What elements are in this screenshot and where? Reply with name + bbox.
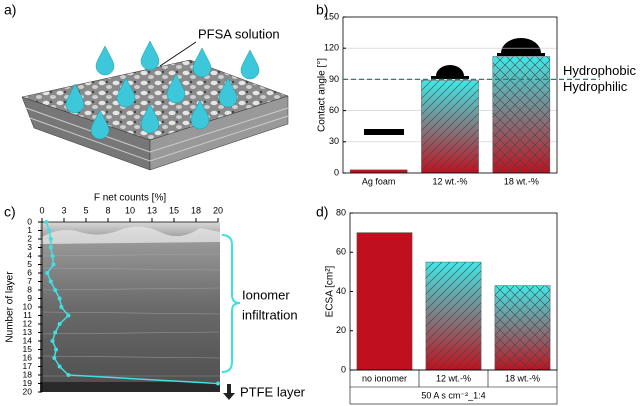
y-axis-label: ECSA [cm²]: [325, 265, 336, 317]
annotation: infiltration: [242, 307, 298, 322]
panel-label: d): [316, 204, 328, 220]
y-tick-label: 0: [341, 364, 346, 374]
profile-point: [52, 356, 57, 360]
y-tick-label: 3: [27, 242, 32, 252]
brace: [221, 234, 241, 373]
y-tick-label: 15: [23, 344, 33, 354]
y-tick-label: 11: [23, 310, 32, 320]
profile-point: [57, 364, 62, 369]
annotation: PTFE layer: [240, 384, 306, 399]
panel-label: a): [4, 2, 16, 18]
x-tick-label: 12 wt.-%: [432, 176, 467, 186]
threshold-label: Hydrophilic: [563, 79, 628, 94]
y-tick-label: 2: [27, 233, 32, 243]
y-tick-label: 120: [324, 43, 339, 53]
y-tick-label: 20: [336, 325, 346, 335]
x-tick-label: 18 wt.-%: [505, 373, 540, 383]
y-tick-label: 17: [23, 361, 33, 371]
y-tick-label: 7: [27, 276, 32, 286]
x-tick-label: 0: [39, 205, 44, 215]
profile-point: [57, 322, 62, 326]
arrow: [223, 384, 235, 400]
y-tick-label: 5: [27, 259, 32, 269]
y-tick-label: 8: [27, 284, 32, 294]
y-tick-label: 30: [329, 136, 339, 146]
bar-hatch: [492, 56, 550, 173]
threshold-label: Hydrophobic: [563, 63, 636, 78]
y-tick-label: 150: [324, 11, 339, 21]
profile-point: [216, 381, 220, 386]
x-tick-label: Ag foam: [362, 176, 396, 186]
x-axis-label: F net counts [%]: [94, 193, 166, 204]
profile-point: [50, 339, 55, 343]
panel-label: b): [316, 2, 328, 18]
annotation: Ionomer: [242, 287, 290, 302]
plot-frame: [342, 16, 558, 174]
profile-point: [66, 313, 71, 318]
profile-point: [53, 288, 58, 292]
sem-image: [39, 222, 221, 392]
y-tick-label: 9: [27, 293, 32, 303]
profile-point: [45, 271, 50, 275]
x-tick-label: 10: [125, 205, 135, 215]
y-tick-label: 4: [27, 250, 32, 260]
y-tick-label: 14: [23, 335, 33, 345]
x-tick-label: 18 wt.-%: [504, 176, 539, 186]
profile-point: [53, 330, 58, 335]
profile-point: [57, 296, 62, 301]
y-tick-label: 90: [329, 74, 339, 84]
x-tick-label: 8: [105, 205, 110, 215]
y-tick-label: 60: [329, 105, 339, 115]
y-tick-label: 0: [334, 167, 339, 177]
y-tick-label: 19: [23, 378, 33, 388]
y-axis-label: Contact angle [°]: [317, 58, 328, 132]
bar-hatch: [421, 80, 479, 173]
panel-label: c): [4, 204, 16, 220]
y-axis-label: Number of layer: [5, 271, 16, 343]
profile-point: [48, 279, 53, 284]
y-tick-label: 12: [23, 318, 33, 328]
profile-point: [54, 347, 59, 352]
x-tick-label: 15: [169, 205, 179, 215]
bar: [356, 232, 413, 371]
droplet-images: [364, 38, 545, 135]
y-tick-label: 20: [23, 386, 33, 396]
y-tick-label: 0: [27, 216, 32, 226]
y-tick-label: 60: [336, 247, 346, 257]
y-tick-label: 40: [336, 286, 346, 296]
profile-point: [51, 262, 56, 267]
x-tick-label: 5: [83, 205, 88, 215]
y-tick-label: 80: [336, 207, 346, 217]
annotation: PFSA solution: [198, 26, 280, 41]
y-tick-label: 10: [23, 301, 33, 311]
bar-hatch: [425, 262, 482, 370]
profile-point: [48, 245, 53, 250]
x-tick-label: 12 wt.-%: [436, 373, 471, 383]
y-tick-label: 18: [23, 369, 33, 379]
profile-point: [48, 237, 53, 241]
profile-point: [59, 305, 64, 309]
x-tick-label: 18: [191, 205, 201, 215]
x-tick-label: no ionomer: [362, 373, 407, 383]
y-tick-label: 1: [27, 225, 32, 235]
profile-point: [50, 254, 55, 258]
y-tick-label: 13: [23, 327, 33, 337]
profile-point: [66, 373, 71, 377]
x-tick-label: 13: [147, 205, 157, 215]
x-tick-label: 3: [61, 205, 66, 215]
group-label: 50 A s cm⁻²_1:4: [421, 390, 485, 400]
foam-illustration: [21, 40, 289, 171]
bar: [349, 169, 408, 174]
y-tick-label: 6: [27, 267, 32, 277]
x-tick-label: 20: [213, 205, 223, 215]
profile-point: [44, 220, 49, 224]
y-tick-label: 16: [23, 352, 33, 362]
bar-hatch: [494, 285, 551, 370]
profile-point: [47, 228, 52, 233]
